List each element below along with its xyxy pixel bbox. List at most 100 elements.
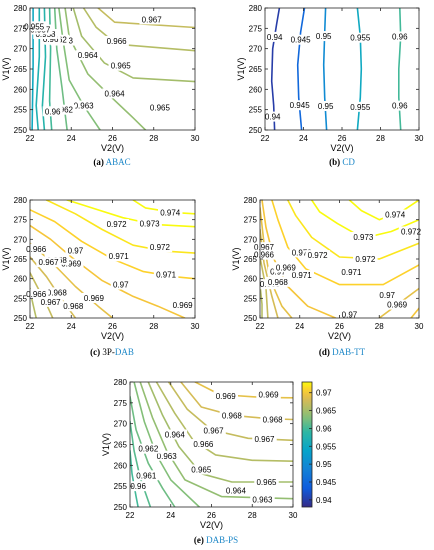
contour-line-0.96	[397, 8, 402, 130]
contour-line-0.964	[64, 8, 147, 130]
contour-label: 0.968	[63, 302, 84, 311]
x-tick-label: 30	[289, 511, 298, 520]
panel-caption: (c) 3P-DAB	[90, 347, 134, 357]
y-tick-label: 270	[249, 45, 263, 54]
contour-label: 0.965	[150, 104, 171, 113]
colorbar-tick-label: 0.945	[316, 478, 337, 487]
x-tick-label: 30	[415, 322, 424, 331]
y-tick-label: 265	[249, 65, 263, 74]
contour-label-bg	[201, 425, 226, 436]
contour-label: 0.971	[292, 271, 313, 280]
contour-label: 0.969	[276, 263, 297, 272]
contour-label-bg	[250, 494, 275, 505]
y-axis-label: V1(V)	[101, 433, 111, 456]
contour-label-bg	[59, 258, 84, 269]
caption-name[interactable]: DAB-TT	[332, 347, 365, 357]
contour-label: 0.964	[78, 51, 99, 60]
contour-label-bg	[389, 31, 410, 42]
y-tick-label: 260	[14, 85, 28, 94]
x-tick-label: 26	[335, 322, 344, 331]
x-tick-label: 24	[67, 322, 76, 331]
caption-name[interactable]: CD	[342, 157, 355, 167]
contour-label-bg	[252, 434, 277, 445]
y-tick-label: 250	[244, 314, 258, 323]
x-tick-label: 24	[67, 134, 76, 143]
panel-caption: (b) CD	[329, 157, 355, 167]
contour-line-0.964	[139, 382, 293, 500]
contour-label-bg	[313, 31, 334, 42]
contour-line-0.961	[130, 420, 152, 507]
y-tick-label: 260	[14, 275, 28, 284]
contour-label: 0.95	[316, 32, 332, 41]
contour-label: 0.968	[263, 416, 284, 425]
y-tick-label: 255	[14, 294, 28, 303]
contour-line-0.97	[30, 224, 186, 318]
contour-label: 0.966	[107, 37, 128, 46]
contour-label: 0.97	[113, 281, 129, 290]
contour-label: 0.964	[226, 486, 247, 495]
contour-label-bg	[104, 218, 129, 229]
contour-label: 0.955	[24, 22, 45, 31]
contour-label: 0.973	[353, 233, 374, 242]
contour-label-bg	[110, 279, 131, 290]
contour-label-bg	[251, 242, 277, 253]
caption-name[interactable]: ABAC	[106, 157, 131, 167]
contour-label-bg	[251, 249, 277, 260]
contour-label: 0.971	[156, 271, 177, 280]
contour-label: 0.962	[138, 445, 159, 454]
y-tick-label: 255	[14, 106, 28, 115]
contour-label-bg	[288, 34, 313, 45]
x-tick-label: 30	[191, 134, 200, 143]
contour-label: 0.96	[392, 32, 408, 41]
x-tick-label: 30	[191, 322, 200, 331]
contour-label-bg	[106, 251, 131, 262]
x-tick-label: 30	[415, 134, 424, 143]
panel-caption: (a) ABAC	[93, 157, 130, 167]
contour-label: 0.972	[401, 227, 422, 236]
x-tick-label: 26	[338, 134, 347, 143]
contour-label: 0.973	[140, 220, 161, 229]
contour-label-bg	[305, 250, 330, 261]
x-axis-label: V2(V)	[328, 331, 351, 341]
contour-label-bg	[21, 21, 47, 32]
contour-label: 0.97	[379, 291, 395, 300]
contour-label: 0.945	[290, 101, 311, 110]
y-tick-label: 255	[114, 482, 128, 491]
contour-line-0.974	[348, 200, 419, 221]
y-tick-label: 250	[14, 314, 28, 323]
contour-label-bg	[134, 470, 159, 481]
contour-label: 0.963	[74, 102, 95, 111]
contour-line-0.963	[58, 8, 101, 130]
x-tick-label: 28	[376, 134, 385, 143]
contour-label: 0.967	[39, 258, 60, 267]
caption-label: (e)	[194, 535, 204, 545]
contour-label: 0.972	[308, 251, 329, 260]
x-tick-label: 26	[108, 322, 117, 331]
x-tick-label: 22	[26, 322, 35, 331]
y-tick-label: 260	[244, 275, 258, 284]
caption-name[interactable]: DAB-PS	[206, 535, 238, 545]
y-tick-label: 250	[14, 126, 28, 135]
y-tick-label: 260	[114, 461, 128, 470]
contour-label-bg	[265, 276, 291, 287]
y-tick-label: 250	[249, 126, 263, 135]
panel-d: 0.9740.9730.9730.9720.9720.9720.9710.971…	[231, 196, 424, 357]
y-axis-label: V1(V)	[1, 57, 11, 80]
caption-name[interactable]: DAB	[115, 347, 134, 357]
contour-label-bg	[339, 309, 360, 320]
colorbar-tick-label: 0.95	[316, 460, 332, 469]
y-tick-label: 280	[14, 196, 28, 205]
caption-label: (c)	[90, 347, 100, 357]
contour-line-0.962	[130, 395, 176, 507]
x-tick-label: 26	[108, 134, 117, 143]
contour-label: 0.969	[387, 301, 408, 310]
contour-label: 0.974	[385, 211, 406, 220]
contour-line-0.966	[260, 283, 263, 318]
x-tick-label: 22	[26, 134, 35, 143]
y-tick-label: 255	[249, 106, 263, 115]
x-axis-label: V2(V)	[101, 331, 124, 341]
contour-label-bg	[137, 218, 162, 229]
contour-label-bg	[256, 389, 281, 400]
contour-label: 0.955	[350, 103, 371, 112]
